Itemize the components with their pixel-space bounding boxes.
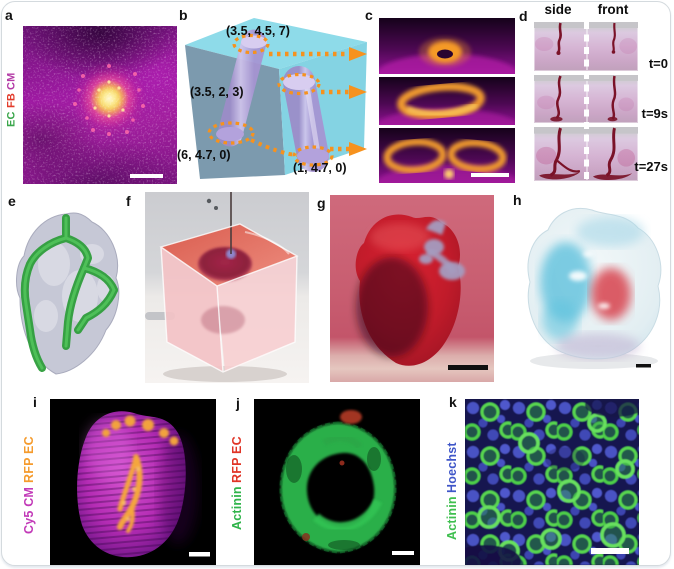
timepoint-t0: t=0 [648,56,668,71]
view-header-side: side [544,2,572,17]
panel-e-heart-model [16,212,120,375]
coordinate-label-3: (6, 4.7, 0) [177,148,231,162]
cardiomyocyte-stain-image [465,399,639,565]
photo-side-t27s [534,127,587,181]
panel-i-image [50,399,216,565]
panel-b-letter: b [179,7,188,23]
panel-a-stain-label: EC FB CM [3,60,20,140]
panel-c-section-1 [379,18,515,74]
panel-k-stain-label: Actinin Hoechst [442,437,462,545]
vessel-fluorescence [102,415,179,533]
stain-rfp-ec: RFP EC [230,435,244,483]
panel-a-letter: a [5,7,13,23]
panel-c-section-2 [379,77,515,125]
coordinate-label-4: (1, 4.7, 0) [293,161,347,175]
timepoint-t27s: t=27s [634,159,668,174]
vessel-highlights [23,216,116,370]
cube-top-face [185,18,367,69]
photo-front-t27s [587,127,638,181]
panel-j-letter: j [236,395,240,411]
panel-a-speckle [23,26,177,184]
large-cells [477,413,635,562]
ink-streak [534,22,587,55]
panel-j-stain-label: Actinin RFP EC [227,433,247,533]
cross-section-image [379,128,515,183]
scale-bar [636,364,651,368]
panel-g-photo [330,195,494,382]
scale-bar [591,548,629,554]
photo-side-t9s [534,75,587,123]
panel-c-letter: c [365,7,373,23]
printing-bath-photo [145,192,299,382]
stain-fb: FB [5,93,18,109]
coordinate-label-1: (3.5, 4.5, 7) [226,24,290,38]
scale-bar [189,552,210,557]
panel-i-stain-label: Cy5 CM RFP EC [19,435,39,535]
rfp-region [340,410,362,424]
scale-bar [392,551,414,555]
panel-f-letter: f [126,193,131,209]
ink-streak [534,75,587,122]
dashed-divider [584,22,589,181]
red-dye-region [591,268,631,320]
panel-h-perfused-heart [527,208,662,369]
stain-actinin: Actinin [445,496,459,541]
panel-e-letter: e [8,193,16,209]
panel-a-image [23,26,177,184]
ink-streak [534,127,587,180]
panel-k-letter: k [449,394,457,410]
panel-d-letter: d [519,8,528,24]
stain-actinin: Actinin [230,486,244,531]
photo-front-t9s [587,75,638,123]
timepoint-t9s: t=9s [641,106,668,121]
panel-f-photo [145,192,309,383]
arrow-heads [349,47,367,156]
stain-cm: CM [5,72,18,91]
panel-g-letter: g [317,195,326,211]
view-header-front: front [597,2,629,17]
scale-bar [471,173,509,177]
cross-section-image [379,18,515,74]
tissue-shadowing [286,447,381,550]
panel-i-letter: i [33,394,37,410]
scale-bar [448,365,488,370]
whole-heart-confocal [77,411,210,558]
dotted-arrows [250,51,349,157]
dotted-ellipse-markers [207,33,334,167]
coordinate-label-2: (3.5, 2, 3) [190,85,244,99]
scale-bar [130,174,163,178]
panel-j-image [254,399,420,565]
channel-cylinder-1 [217,29,267,147]
printed-heart-in-bath [198,247,252,281]
photo-side-t0 [534,22,587,71]
cross-section-image [379,77,515,125]
panel-h-letter: h [513,192,522,208]
printed-heart-photo [355,214,488,370]
panel-b-diagram [185,18,367,179]
stain-ec: EC [5,111,18,128]
box-edges [159,223,299,373]
stain-cy5-cm: Cy5 CM [22,486,36,534]
stain-hoechst: Hoechst [445,441,459,493]
heart-cross-section-confocal [279,410,414,555]
ink-streak [587,75,638,122]
specular-highlights [569,251,610,309]
ink-streak [587,127,638,181]
panel-k-image [465,399,639,565]
channel-cylinder-2 [283,66,329,172]
panel-a-cell-flecks [73,64,145,136]
stain-rfp-ec: RFP EC [22,436,36,484]
ink-streak [587,22,638,54]
photo-front-t0 [587,22,638,71]
panel-c-section-3 [379,128,515,183]
